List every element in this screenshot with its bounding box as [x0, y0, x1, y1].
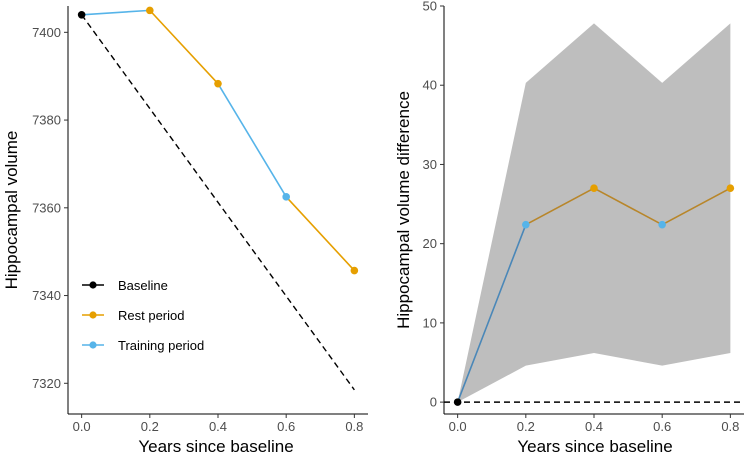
- left-y-axis-title: Hippocampal volume: [2, 131, 21, 290]
- legend-entry-rest: Rest period: [82, 308, 184, 323]
- right-data-point-1: [453, 398, 462, 406]
- left-data-point-2: [146, 6, 154, 15]
- left-data-point-3: [214, 79, 222, 88]
- right-y-tick-label: 40: [423, 78, 437, 93]
- right-x-tick-label: 0.4: [585, 419, 603, 434]
- confidence-ribbon: [457, 23, 731, 403]
- left-y-tick-label: 7340: [32, 288, 61, 303]
- left-line-segment-1: [81, 9, 150, 16]
- left-reference-dashed-line: [81, 14, 355, 391]
- left-y-tick-label: 7380: [32, 113, 61, 128]
- legend-key-point-training: [89, 341, 97, 349]
- right-y-tick-label: 30: [423, 157, 437, 172]
- left-x-tick-label: 0.4: [209, 419, 227, 434]
- legend-label-training: Training period: [118, 338, 204, 353]
- right-line-segment-4: [661, 187, 731, 226]
- left-y-tick-label: 7360: [32, 200, 61, 215]
- left-x-tick-label: 0.0: [73, 419, 91, 434]
- left-x-tick-label: 0.6: [277, 419, 295, 434]
- legend-entry-baseline: Baseline: [82, 278, 168, 293]
- left-x-axis-title: Years since baseline: [138, 437, 293, 456]
- legend-key-point-rest: [89, 311, 97, 319]
- left-chart-panel: 0.0 0.2 0.4 0.6 0.8 7320 7340 7360 7380 7400 Yea…: [2, 6, 368, 456]
- right-data-point-3: [590, 184, 598, 193]
- left-data-point-5: [350, 266, 359, 275]
- right-line-segment-1: [456, 224, 527, 403]
- right-data-point-2: [522, 220, 530, 229]
- right-data-point-4: [658, 220, 666, 229]
- legend: Baseline Rest period Training period: [82, 278, 204, 353]
- left-x-tick-label: 0.8: [345, 419, 363, 434]
- right-x-tick-label: 0.6: [653, 419, 671, 434]
- right-x-tick-label: 0.2: [517, 419, 535, 434]
- right-y-tick-label: 0: [430, 395, 437, 410]
- left-y-tick-label: 7320: [32, 376, 61, 391]
- right-chart-panel: 0.0 0.2 0.4 0.6 0.8 0 10 20 30 40 50 Years since …: [394, 0, 744, 456]
- right-x-axis-title: Years since baseline: [517, 437, 672, 456]
- right-y-axis-title: Hippocampal volume difference: [394, 91, 413, 329]
- right-data-point-5: [726, 184, 735, 193]
- right-x-tick-label: 0.8: [721, 419, 739, 434]
- left-data-point-1: [77, 10, 86, 19]
- right-x-tick-label: 0.0: [449, 419, 467, 434]
- right-line-segment-2: [525, 187, 595, 226]
- legend-key-point-baseline: [89, 281, 97, 289]
- legend-label-baseline: Baseline: [118, 278, 168, 293]
- left-x-tick-label: 0.2: [141, 419, 159, 434]
- right-line-segment-3: [593, 187, 663, 226]
- legend-label-rest: Rest period: [118, 308, 184, 323]
- right-y-tick-label: 50: [423, 0, 437, 14]
- left-line-segment-3: [217, 83, 287, 198]
- left-y-tick-label: 7400: [32, 25, 61, 40]
- left-line-segment-4: [285, 196, 355, 272]
- legend-entry-training: Training period: [82, 338, 204, 353]
- left-data-point-4: [282, 193, 290, 201]
- right-y-tick-label: 10: [423, 315, 437, 330]
- left-line-segment-2: [149, 9, 219, 85]
- right-y-tick-label: 20: [423, 236, 437, 251]
